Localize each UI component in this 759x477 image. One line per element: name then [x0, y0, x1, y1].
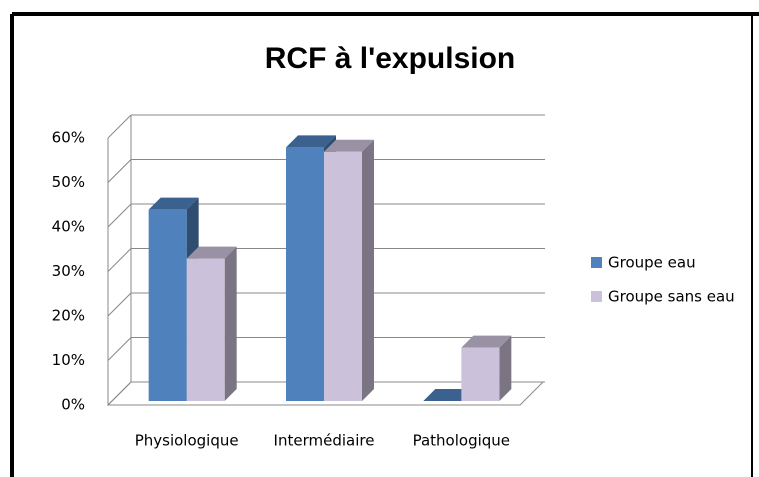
- bar: [461, 335, 512, 401]
- bar-top: [286, 135, 336, 148]
- grid-line-side: [107, 203, 132, 228]
- y-tick-label: 30%: [52, 262, 85, 280]
- grid-line-side: [107, 337, 132, 361]
- bar-top: [148, 197, 199, 210]
- bar-top: [324, 139, 374, 152]
- y-tick-label: 50%: [52, 173, 85, 191]
- bar-front: [148, 209, 187, 401]
- grid-line-side: [107, 114, 132, 139]
- bar-front: [461, 347, 500, 401]
- grid-line-side: [107, 292, 132, 317]
- y-tick-label: 0%: [61, 396, 85, 414]
- y-tick-label: 10%: [52, 351, 85, 369]
- chart-title: RCF à l'expulsion: [265, 42, 516, 75]
- bar-front: [186, 258, 225, 401]
- bar-side: [224, 246, 237, 401]
- legend-swatch: [591, 257, 602, 268]
- bar-top: [461, 335, 512, 348]
- bar-front: [286, 147, 324, 401]
- grid-line-side: [107, 159, 132, 183]
- legend-swatch: [591, 291, 602, 302]
- x-tick-label: Intermédiaire: [274, 432, 375, 450]
- bar: [324, 139, 374, 402]
- legend-label: Groupe eau: [608, 254, 696, 272]
- bar-top: [186, 246, 237, 259]
- bar: [423, 389, 474, 401]
- bar-side: [362, 139, 374, 402]
- bar-side: [499, 335, 512, 401]
- bar-front: [324, 151, 362, 401]
- bar-top: [423, 389, 474, 401]
- x-tick-label: Pathologique: [413, 432, 510, 450]
- y-tick-label: 20%: [52, 307, 85, 325]
- grid-line-side: [107, 381, 132, 406]
- y-tick-label: 60%: [52, 129, 85, 147]
- x-tick-label: Physiologique: [135, 432, 239, 450]
- bar: [186, 246, 237, 401]
- y-tick-label: 40%: [52, 218, 85, 236]
- grid-line-side: [107, 248, 132, 272]
- legend-label: Groupe sans eau: [608, 288, 735, 306]
